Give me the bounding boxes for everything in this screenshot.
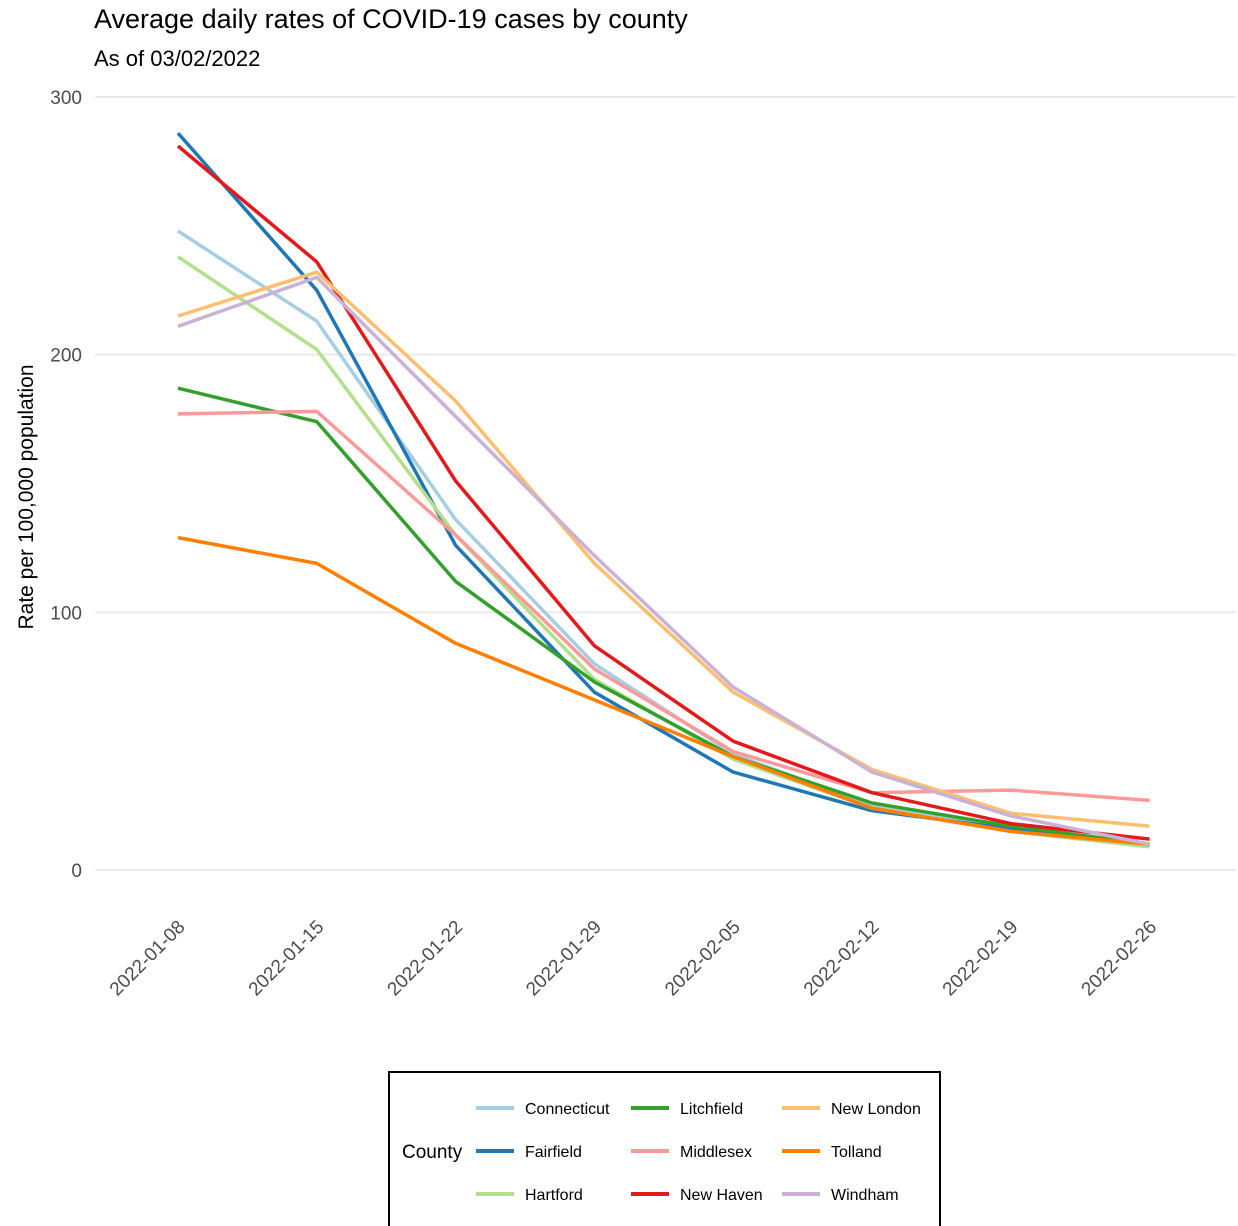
series-line-new-haven xyxy=(176,144,1150,841)
y-tick-label: 0 xyxy=(71,861,82,882)
grid xyxy=(95,96,1236,871)
x-tick-label: 2022-01-08 xyxy=(106,917,190,1001)
series-lines xyxy=(176,131,1150,849)
series-line-hartford xyxy=(177,255,1150,849)
series-line-middlesex xyxy=(177,409,1150,803)
legend-label-new-haven: New Haven xyxy=(680,1187,763,1204)
legend-label-litchfield: Litchfield xyxy=(680,1101,743,1118)
legend: County Connecticut Fairfield Hartford Litch… xyxy=(388,1071,941,1226)
y-tick-label: 200 xyxy=(50,346,82,367)
y-axis-label: Rate per 100,000 population xyxy=(15,364,38,629)
series-line-windham xyxy=(177,275,1150,846)
x-tick-label: 2022-01-29 xyxy=(522,917,606,1001)
legend-label-fairfield: Fairfield xyxy=(525,1144,582,1161)
legend-label-hartford: Hartford xyxy=(525,1187,583,1204)
x-tick-label: 2022-01-22 xyxy=(384,917,468,1001)
legend-label-tolland: Tolland xyxy=(831,1144,882,1161)
legend-label-new-london: New London xyxy=(831,1101,921,1118)
legend-items: Connecticut Fairfield Hartford Litchfield Mi… xyxy=(476,1101,921,1204)
y-tick-label: 100 xyxy=(50,603,82,624)
legend-label-connecticut: Connecticut xyxy=(525,1101,610,1118)
y-axis-ticks: 0 100 200 300 xyxy=(50,88,82,882)
series-line-connecticut xyxy=(177,229,1150,846)
legend-label-windham: Windham xyxy=(831,1187,899,1204)
chart-title: Average daily rates of COVID-19 cases by… xyxy=(94,4,688,34)
x-tick-label: 2022-02-19 xyxy=(939,917,1023,1001)
legend-label-middlesex: Middlesex xyxy=(680,1144,752,1161)
series-line-new-london xyxy=(177,270,1150,828)
legend-title: County xyxy=(402,1142,463,1163)
series-line-tolland xyxy=(177,535,1150,846)
x-tick-label: 2022-02-05 xyxy=(661,917,745,1001)
chart-subtitle: As of 03/02/2022 xyxy=(94,46,260,71)
series-line-litchfield xyxy=(177,386,1150,846)
x-tick-label: 2022-02-26 xyxy=(1078,917,1162,1001)
x-tick-label: 2022-01-15 xyxy=(245,917,329,1001)
y-tick-label: 300 xyxy=(50,88,82,109)
x-axis-ticks: 2022-01-08 2022-01-15 2022-01-22 2022-01-29… xyxy=(106,917,1161,1001)
series-line-fairfield xyxy=(176,131,1150,846)
x-tick-label: 2022-02-12 xyxy=(800,917,884,1001)
